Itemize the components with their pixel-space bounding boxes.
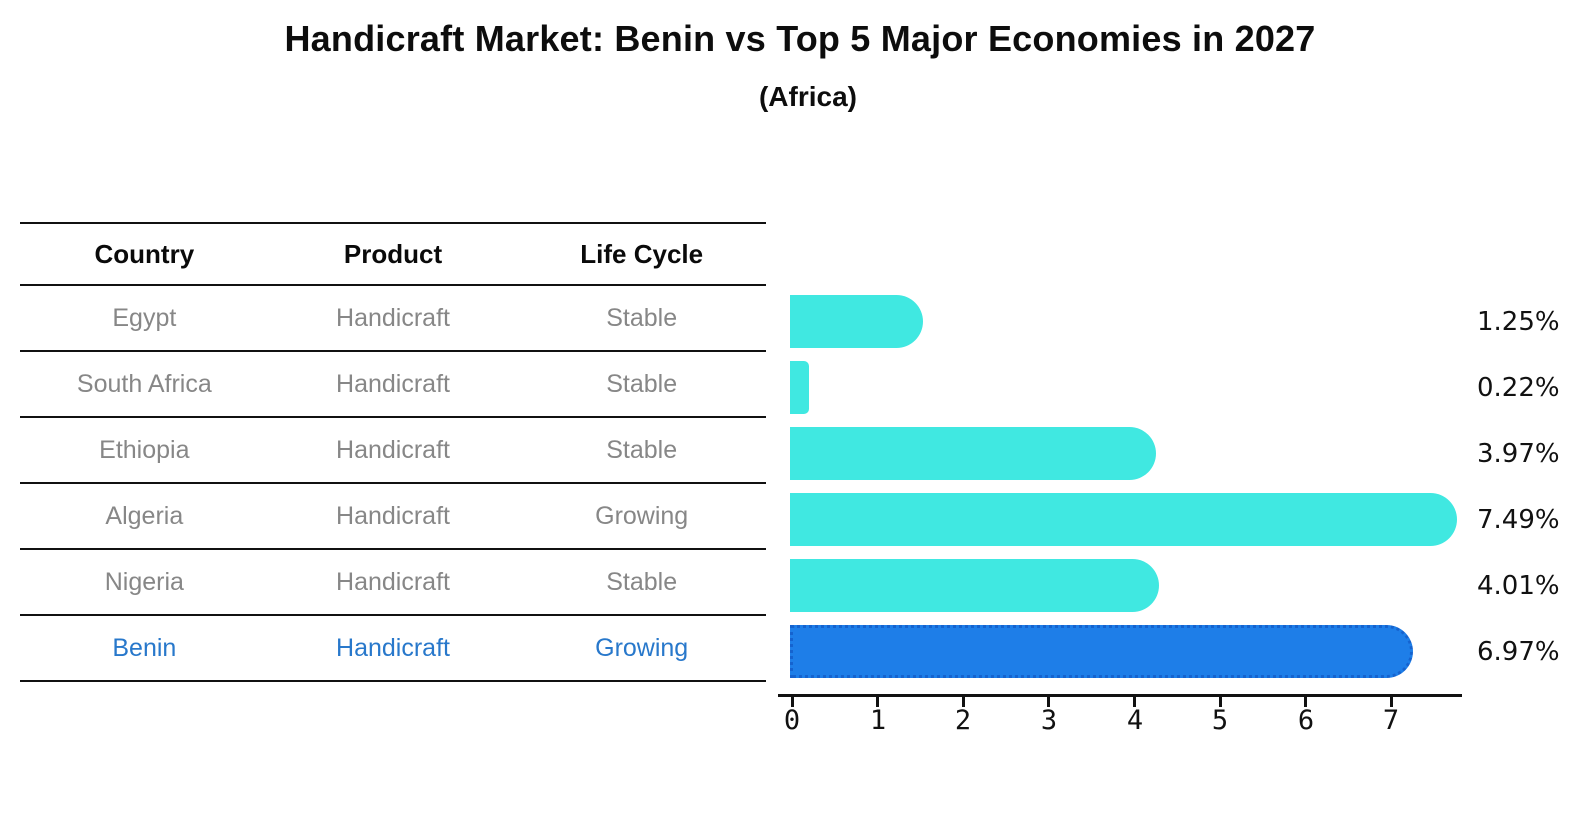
bar-nigeria bbox=[790, 559, 1159, 612]
cell-product: Handicraft bbox=[336, 303, 450, 332]
country-table: Country Product Life Cycle Egypt Handicra… bbox=[20, 222, 766, 682]
page-subtitle: (Africa) bbox=[758, 81, 857, 112]
table-row: South Africa Handicraft Stable bbox=[20, 352, 766, 418]
x-axis-tick-label: 7 bbox=[1382, 705, 1400, 736]
x-axis-spine bbox=[778, 694, 1462, 697]
table-row: Nigeria Handicraft Stable bbox=[20, 550, 766, 616]
x-axis-tick-label: 2 bbox=[954, 705, 972, 736]
value-label: 3.97% bbox=[1477, 439, 1560, 469]
x-axis-tick-label: 6 bbox=[1297, 705, 1315, 736]
cell-country: Algeria bbox=[105, 501, 184, 530]
table-row: Ethiopia Handicraft Stable bbox=[20, 418, 766, 484]
cell-product: Handicraft bbox=[336, 435, 450, 464]
x-axis-tick bbox=[962, 697, 965, 707]
cell-life-cycle: Growing bbox=[595, 633, 689, 662]
x-axis-tick bbox=[876, 697, 879, 707]
x-axis-tick bbox=[791, 697, 794, 707]
bar-south-africa bbox=[790, 361, 809, 414]
bar-egypt bbox=[790, 295, 923, 348]
table-row: Algeria Handicraft Growing bbox=[20, 484, 766, 550]
x-axis-tick-label: 3 bbox=[1040, 705, 1058, 736]
value-label: 7.49% bbox=[1477, 505, 1560, 535]
cell-product: Handicraft bbox=[336, 501, 450, 530]
value-label: 4.01% bbox=[1477, 571, 1560, 601]
cell-life-cycle: Growing bbox=[595, 501, 689, 530]
column-header-life-cycle: Life Cycle bbox=[580, 238, 704, 269]
column-header-country: Country bbox=[94, 238, 195, 269]
cell-life-cycle: Stable bbox=[606, 369, 678, 398]
page-title: Handicraft Market: Benin vs Top 5 Major … bbox=[284, 18, 1316, 59]
cell-country: Nigeria bbox=[104, 567, 184, 596]
cell-life-cycle: Stable bbox=[606, 567, 678, 596]
x-axis-tick-label: 1 bbox=[869, 705, 887, 736]
cell-country: Egypt bbox=[112, 303, 177, 332]
cell-country: Ethiopia bbox=[99, 435, 190, 464]
x-axis-tick bbox=[1304, 697, 1307, 707]
cell-life-cycle: Stable bbox=[606, 435, 678, 464]
x-axis-tick-label: 0 bbox=[783, 705, 801, 736]
cell-country: South Africa bbox=[76, 369, 212, 398]
bar-benin bbox=[790, 625, 1413, 678]
table-row: Benin Handicraft Growing bbox=[20, 616, 766, 682]
value-label: 6.97% bbox=[1477, 637, 1560, 667]
x-axis-tick bbox=[1219, 697, 1222, 707]
value-label: 0.22% bbox=[1477, 373, 1560, 403]
x-axis-tick-label: 4 bbox=[1126, 705, 1144, 736]
column-header-product: Product bbox=[343, 238, 443, 269]
x-axis-tick-label: 5 bbox=[1211, 705, 1229, 736]
value-label: 1.25% bbox=[1477, 307, 1560, 337]
table-row: Egypt Handicraft Stable bbox=[20, 286, 766, 352]
cell-life-cycle: Stable bbox=[606, 303, 678, 332]
x-axis-tick bbox=[1047, 697, 1050, 707]
x-axis-tick bbox=[1390, 697, 1393, 707]
cell-product: Handicraft bbox=[336, 633, 450, 662]
cell-product: Handicraft bbox=[336, 369, 450, 398]
cell-country: Benin bbox=[112, 633, 177, 662]
table-header-row: Country Product Life Cycle bbox=[20, 224, 766, 286]
bar-algeria bbox=[790, 493, 1457, 546]
x-axis-tick bbox=[1133, 697, 1136, 707]
cell-product: Handicraft bbox=[336, 567, 450, 596]
bar-ethiopia bbox=[790, 427, 1156, 480]
